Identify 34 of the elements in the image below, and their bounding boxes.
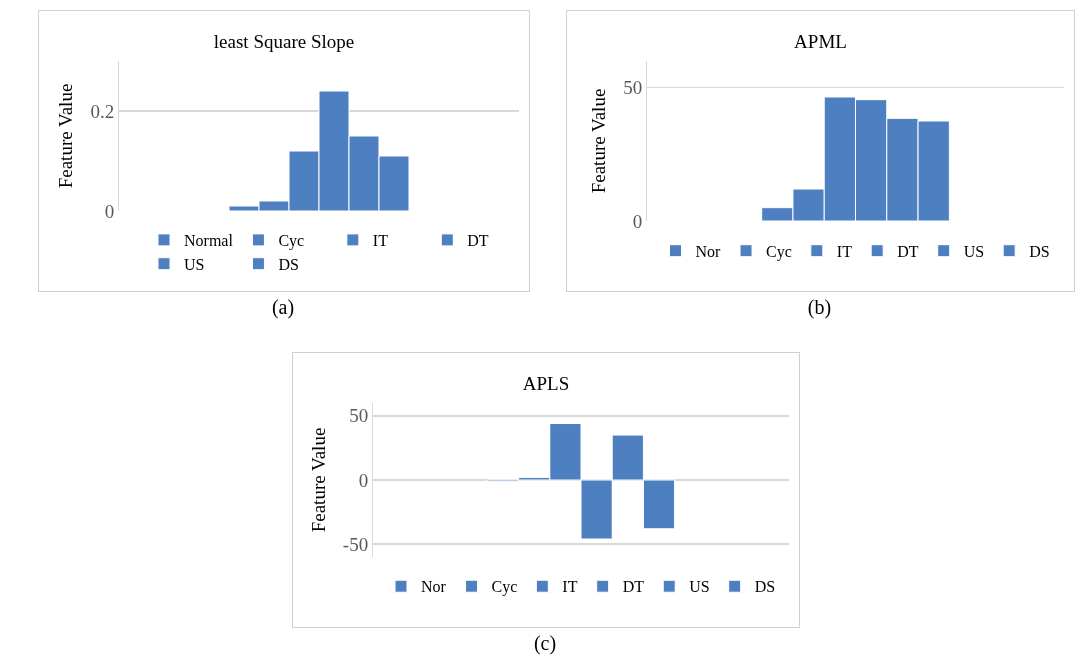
legend-label: DS <box>1029 242 1050 260</box>
legend-label: Normal <box>184 232 234 250</box>
y-tick-label: 0 <box>358 469 369 491</box>
y-axis-title: Feature Value <box>588 88 610 194</box>
y-tick-label: -50 <box>342 533 369 555</box>
y-axis-title: Feature Value <box>55 83 77 189</box>
legend-label: DS <box>754 578 776 596</box>
y-tick-label: 0 <box>104 200 115 222</box>
legend-label: DT <box>897 242 919 260</box>
legend-label: IT <box>562 578 578 596</box>
legend-label: Nor <box>421 578 447 596</box>
legend-label: DT <box>622 578 645 596</box>
legend-label: US <box>184 255 205 273</box>
legend-label: Cyc <box>278 232 305 251</box>
text: (b) <box>806 296 833 319</box>
chart-title: APLS <box>522 372 570 394</box>
legend-label: IT <box>836 242 853 260</box>
legend-label: Cyc <box>491 578 518 597</box>
legend-label: IT <box>372 232 389 250</box>
y-tick-label: 0.2 <box>90 100 115 122</box>
legend-label: US <box>689 578 710 596</box>
legend-label: Cyc <box>766 242 792 261</box>
legend-label: US <box>963 242 985 260</box>
legend-label: DT <box>467 232 489 250</box>
chart-title: APML <box>794 30 847 52</box>
y-tick-label: 50 <box>623 77 643 99</box>
legend-label: Nor <box>695 242 722 260</box>
legend-label: DS <box>278 255 299 273</box>
chart-title: least Square Slope <box>213 30 355 52</box>
y-tick-label: 50 <box>349 405 369 427</box>
text: (c) <box>532 632 558 655</box>
y-tick-label: 0 <box>632 210 643 232</box>
text: (a) <box>270 296 296 319</box>
y-axis-title: Feature Value <box>307 427 329 533</box>
